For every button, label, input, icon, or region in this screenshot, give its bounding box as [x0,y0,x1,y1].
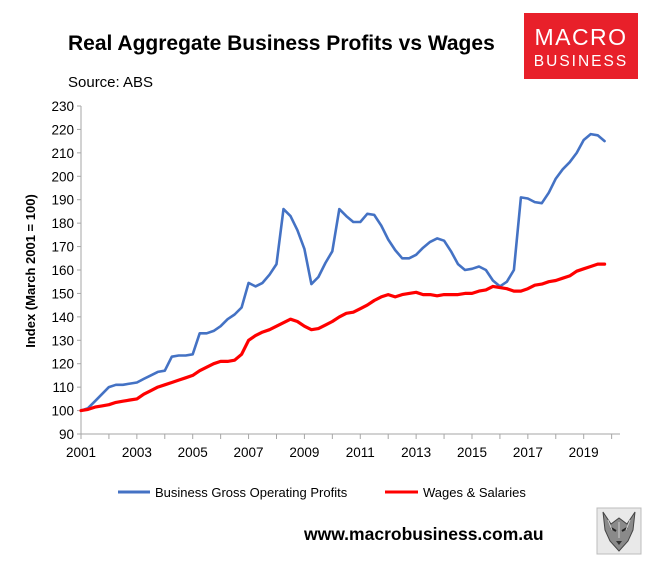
chart-title: Real Aggregate Business Profits vs Wages [68,32,495,55]
x-tick-label: 2007 [234,445,264,460]
y-tick-label: 100 [51,404,74,419]
x-tick-label: 2005 [178,445,208,460]
y-tick-label: 210 [51,146,74,161]
logo-line1: MACRO [534,24,627,50]
y-tick-label: 130 [51,333,74,348]
y-tick-label: 190 [51,193,74,208]
y-tick-label: 230 [51,99,74,114]
x-tick-label: 2015 [457,445,487,460]
legend: Business Gross Operating Profits Wages &… [118,485,526,500]
x-tick-label: 2009 [289,445,319,460]
wolf-icon [596,507,642,555]
y-tick-label: 220 [51,122,74,137]
y-tick-label: 180 [51,216,74,231]
x-tick-label: 2019 [569,445,599,460]
footer-url[interactable]: www.macrobusiness.com.au [303,524,544,544]
series-line-profits [79,132,606,412]
macrobusiness-logo[interactable]: MACRO BUSINESS [524,13,638,79]
x-tick-label: 2001 [66,445,96,460]
chart-subtitle: Source: ABS [68,74,153,91]
y-tick-label: 170 [51,240,74,255]
logo-background [524,13,638,79]
series-line-wages [79,262,607,413]
x-tick-label: 2011 [346,445,375,460]
legend-label-wages: Wages & Salaries [423,485,526,500]
y-axis-label: Index (March 2001 = 100) [23,194,38,348]
y-tick-label: 200 [51,169,74,184]
y-tick-label: 150 [51,286,74,301]
logo-line2: BUSINESS [534,53,628,70]
y-tick-label: 140 [51,310,74,325]
y-tick-label: 90 [59,427,74,442]
legend-label-profits: Business Gross Operating Profits [155,485,348,500]
y-tick-label: 160 [51,263,74,278]
y-tick-label: 120 [51,357,74,372]
y-tick-label: 110 [52,380,74,395]
x-tick-label: 2013 [401,445,431,460]
x-tick-label: 2003 [122,445,152,460]
plot-area: 90 100 110 120 130 140 150 160 170 180 190 200 210 22… [51,99,620,460]
x-tick-label: 2017 [513,445,543,460]
